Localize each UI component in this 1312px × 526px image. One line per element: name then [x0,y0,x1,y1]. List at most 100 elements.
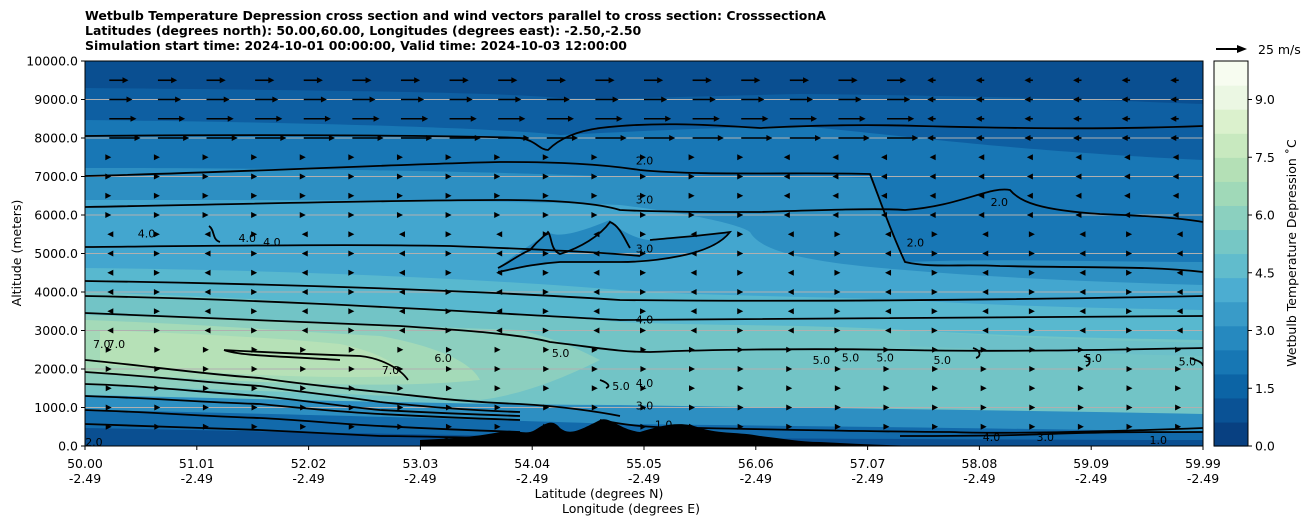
wind-vector-head-155 [929,192,936,199]
contour-line-16 [599,419,1203,434]
contour-label-0: 2.0 [636,154,654,167]
wind-vector-head-205 [1126,231,1133,238]
wind-vector-head-323 [154,346,161,353]
wind-vector-head-34 [661,96,668,103]
y-tick-label-3: 3000.0 [34,323,78,338]
wind-vector-head-403 [689,404,696,411]
x-axis-label-lon: Longitude (degrees E) [562,501,700,516]
wind-vector-head-84 [863,135,870,141]
wind-vector-head-56 [616,115,623,122]
wind-vector-head-216 [542,250,549,257]
contour-band-13 [498,220,730,272]
wind-vector-head-146 [494,192,501,199]
wind-vector-head-371 [251,385,258,392]
wind-vector-head-218 [640,250,646,257]
wind-vector-head-224 [931,250,938,257]
wind-vector-head-305 [398,327,405,334]
contour-label-2: 3.0 [636,242,654,255]
colorbar-label: Wetbulb Temperature Depression ˚C [1284,139,1299,367]
contour-line-1 [85,161,1203,273]
wind-vector-head-131 [881,173,888,180]
wind-vector-head-390 [1175,385,1182,392]
wind-vector-head-243 [737,269,744,276]
wind-vector-head-49 [276,115,283,122]
wind-vector-head-118 [251,173,258,180]
x-tick-label-lon-9: -2.49 [1075,471,1107,486]
wind-vector-head-212 [348,250,355,257]
wind-vector-head-190 [398,231,405,238]
wind-vector-head-52 [422,115,429,122]
x-tick-label-lat-3: 53.03 [403,456,439,471]
x-axis-label-lat: Latitude (degrees N) [535,486,664,501]
wind-vector-head-183 [1172,212,1179,218]
wind-vector-head-154 [881,192,888,199]
contour-label-27: 1.0 [1149,434,1167,447]
wind-vector-head-111 [1026,154,1033,161]
wind-vector-head-9 [559,77,566,84]
wind-vector-head-201 [931,231,938,238]
wind-vector-head-435 [1126,423,1133,430]
wind-vector-head-66 [1073,115,1080,122]
chart-title: Wetbulb Temperature Depression cross sec… [85,8,826,53]
wind-vector-head-59 [762,115,769,122]
wind-vector-head-200 [885,231,892,238]
x-tick-label-lon-2: -2.49 [292,471,324,486]
colorbar-tick-label-4: 6.0 [1255,208,1275,223]
wind-vector-head-137 [1172,173,1179,180]
wind-vector-head-316 [931,327,938,334]
contour-line-12 [85,383,521,417]
wind-vector-head-221 [787,250,794,257]
wind-vector-head-114 [1172,154,1179,161]
wind-vector-head-113 [1124,154,1131,161]
wind-vector-head-350 [348,366,355,372]
wind-vector-head-110 [978,154,985,161]
contour-line-10 [85,359,621,417]
contour-label-11: 7.0 [382,364,400,377]
wind-vector-head-413 [1175,404,1182,411]
x-tick-label-lon-10: -2.49 [1187,471,1219,486]
wind-vector-head-242 [690,269,697,276]
y-tick-label-5: 5000.0 [34,246,78,261]
wind-vector-head-311 [690,327,697,334]
wind-vector-head-402 [640,404,647,411]
contour-line-3 [85,244,641,257]
x-tick-label-lon-6: -2.49 [740,471,772,486]
wind-vector-head-25 [223,96,230,103]
wind-vector-head-222 [834,250,841,257]
wind-vector-head-399 [494,404,501,411]
wind-vector-head-274 [1126,289,1133,295]
wind-vector-head-370 [202,385,209,392]
wind-vector-head-186 [204,231,211,238]
colorbar-frame [1213,60,1249,447]
wind-vector-head-125 [591,173,598,180]
wind-key: 25 m/s [1216,42,1301,57]
wind-vector-head-277 [153,308,160,315]
wind-vector-head-263 [593,289,600,295]
colorbar-segment-2 [1214,373,1248,399]
contour-label-8: 2.0 [907,237,925,250]
wind-vector-head-215 [496,250,503,257]
wind-key-arrow-head [1237,45,1247,53]
wind-vector-head-381 [737,385,744,392]
wind-vector-head-178 [929,212,936,218]
wind-vector-head-304 [348,327,355,334]
wind-vector-head-142 [299,192,306,199]
wind-vector-head-253 [107,289,114,295]
wind-vector-head-71 [231,135,238,141]
x-tick-label-lon-4: -2.49 [516,471,548,486]
wind-vector-head-428 [786,423,793,430]
wind-vector-head-65 [1024,115,1031,122]
wind-vector-head-410 [1029,404,1036,411]
wind-vector-head-430 [883,423,890,430]
wind-vector-head-393 [202,404,209,411]
terrain-silhouette [420,419,940,446]
wind-vector-head-95 [251,154,258,161]
wind-vector-head-18 [975,77,982,84]
wind-vector-head-315 [885,327,892,334]
wind-vector-head-167 [396,212,403,218]
wind-vector-head-368 [105,385,112,392]
wind-vector-head-63 [927,115,934,122]
wind-vector-head-120 [348,173,355,180]
y-tick-label-6: 6000.0 [34,208,78,223]
colorbar-tick-label-0: 0.0 [1255,439,1275,454]
